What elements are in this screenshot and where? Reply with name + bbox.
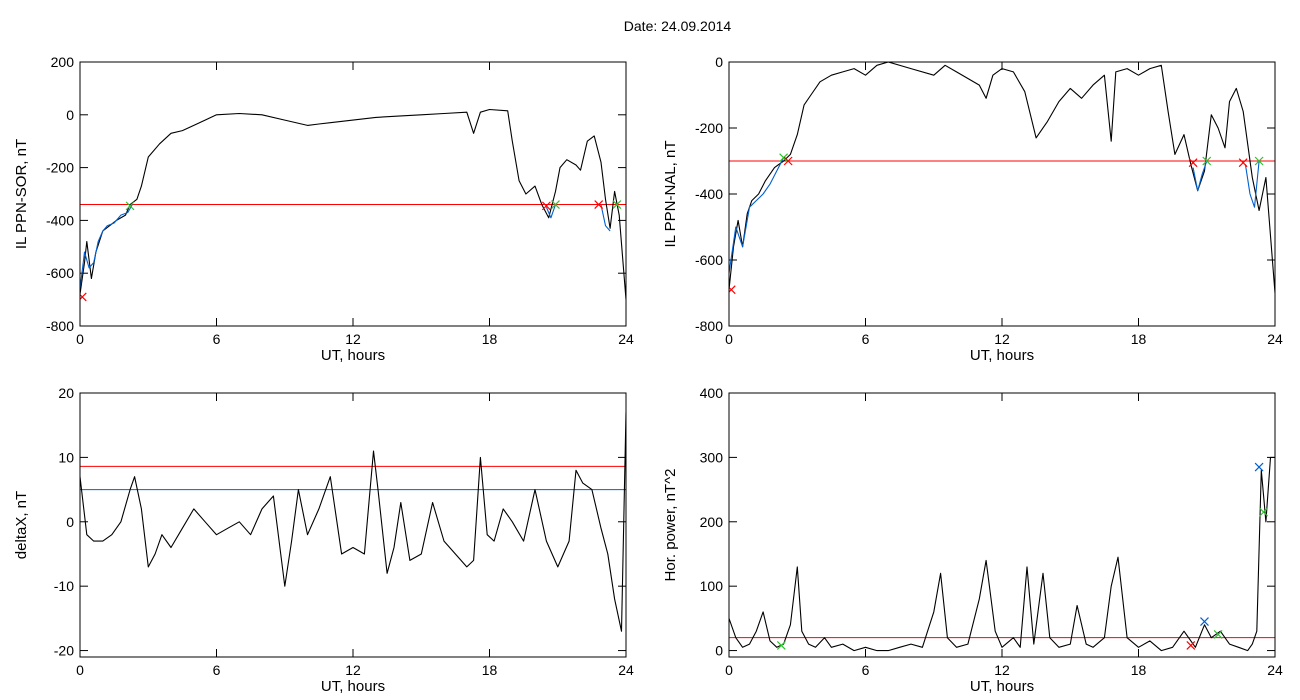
- x-tick-label: 6: [213, 662, 221, 678]
- crossing-marker: [729, 285, 736, 295]
- chart-deltax: 0 6 12 18 24 -20 -10 0 10 20 UT, hours deltaX, nT: [13, 385, 634, 695]
- crossing-marker: [541, 201, 551, 211]
- y-axis-label: IL PPN-SOR, nT: [13, 139, 30, 249]
- y-tick-label: 100: [700, 578, 724, 594]
- series-segment: [545, 204, 557, 219]
- x-tick-label: 24: [1267, 662, 1283, 678]
- y-tick-label: -10: [54, 578, 74, 594]
- x-tick-label: 18: [482, 331, 498, 347]
- y-axis-label: Hor. power, nT^2: [662, 469, 679, 582]
- crossing-marker: [1202, 156, 1212, 166]
- y-tick-label: -800: [46, 318, 74, 334]
- y-axis-label: deltaX, nT: [13, 491, 30, 559]
- page-title: Date: 24.09.2014: [623, 18, 732, 34]
- crossing-marker: [551, 200, 560, 209]
- y-tick-label: 0: [715, 643, 723, 659]
- x-tick-label: 18: [1131, 662, 1147, 678]
- y-tick-label: 10: [58, 449, 74, 465]
- x-tick-label: 24: [1267, 331, 1283, 347]
- x-tick-label: 0: [76, 662, 84, 678]
- y-tick-label: -200: [46, 160, 74, 176]
- x-tick-label: 6: [213, 331, 221, 347]
- crossing-marker: [776, 640, 786, 650]
- y-tick-label: 200: [51, 54, 75, 70]
- x-tick-label: 6: [862, 662, 870, 678]
- crossing-marker: [1254, 156, 1264, 166]
- x-tick-label: 12: [994, 331, 1010, 347]
- y-axis-label: IL PPN-NAL, nT: [662, 141, 679, 248]
- y-tick-label: 0: [715, 54, 723, 70]
- x-tick-label: 6: [862, 331, 870, 347]
- y-tick-label: 0: [66, 107, 74, 123]
- crossing-marker: [779, 153, 789, 163]
- crossing-marker: [1213, 630, 1223, 639]
- series-segment: [729, 157, 785, 274]
- crossing-marker: [612, 200, 622, 209]
- crossing-marker: [1200, 617, 1209, 627]
- plot-area: [729, 456, 1275, 652]
- series-segment: [600, 204, 611, 232]
- y-tick-label: -800: [695, 318, 723, 334]
- series-line: [729, 456, 1275, 652]
- chart-il-ppn-nal: 0 6 12 18 24 -800 -600 -400 -200 0 UT, hours IL PPN…: [662, 54, 1283, 364]
- y-tick-label: -20: [54, 643, 74, 659]
- x-axis-label: UT, hours: [970, 347, 1034, 364]
- x-tick-label: 0: [76, 331, 84, 347]
- x-tick-label: 18: [1131, 331, 1147, 347]
- y-tick-label: -400: [46, 212, 74, 228]
- x-tick-label: 18: [482, 662, 498, 678]
- series-segment: [80, 204, 133, 290]
- plot-area: [80, 412, 626, 632]
- crossing-marker: [1188, 158, 1198, 168]
- series-line: [80, 412, 626, 632]
- series-line: [729, 62, 1275, 294]
- plot-frame: [728, 61, 1276, 327]
- y-tick-label: -400: [695, 186, 723, 202]
- y-tick-label: 300: [700, 449, 724, 465]
- series-segment: [1244, 160, 1260, 208]
- plot-frame: [79, 61, 627, 327]
- x-axis-label: UT, hours: [321, 347, 385, 364]
- x-axis-label: UT, hours: [321, 678, 385, 695]
- crossing-marker: [1254, 462, 1264, 472]
- y-tick-label: -200: [695, 120, 723, 136]
- y-tick-label: 0: [66, 514, 74, 530]
- plot-frame: [79, 392, 627, 658]
- x-tick-label: 12: [345, 662, 361, 678]
- x-tick-label: 24: [618, 331, 634, 347]
- crossing-marker: [1186, 640, 1196, 650]
- crossing-marker: [80, 292, 87, 302]
- x-axis-label: UT, hours: [970, 678, 1034, 695]
- plot-area: [80, 108, 626, 302]
- crossing-marker: [783, 156, 793, 166]
- crossing-marker: [125, 201, 135, 211]
- plot-frame: [728, 392, 1276, 658]
- x-tick-label: 12: [994, 662, 1010, 678]
- x-tick-label: 24: [618, 662, 634, 678]
- chart-il-ppn-sor: 0 6 12 18 24 -800 -600 -400 -200 0 200 UT, hours IL …: [13, 54, 634, 364]
- y-tick-label: 400: [700, 385, 724, 401]
- y-tick-label: 200: [700, 514, 724, 530]
- x-tick-label: 0: [725, 662, 733, 678]
- y-tick-label: -600: [695, 252, 723, 268]
- crossing-marker: [1238, 158, 1248, 168]
- plot-area: [729, 62, 1275, 295]
- chart-hor-power: 0 6 12 18 24 0 100 200 300 400 UT, hours Hor. power…: [662, 385, 1283, 695]
- x-tick-label: 0: [725, 331, 733, 347]
- crossing-marker: [594, 200, 604, 209]
- crossing-marker: [1259, 507, 1269, 517]
- y-tick-label: 20: [58, 385, 74, 401]
- x-tick-label: 12: [345, 331, 361, 347]
- y-tick-label: -600: [46, 265, 74, 281]
- series-segment: [1192, 160, 1208, 192]
